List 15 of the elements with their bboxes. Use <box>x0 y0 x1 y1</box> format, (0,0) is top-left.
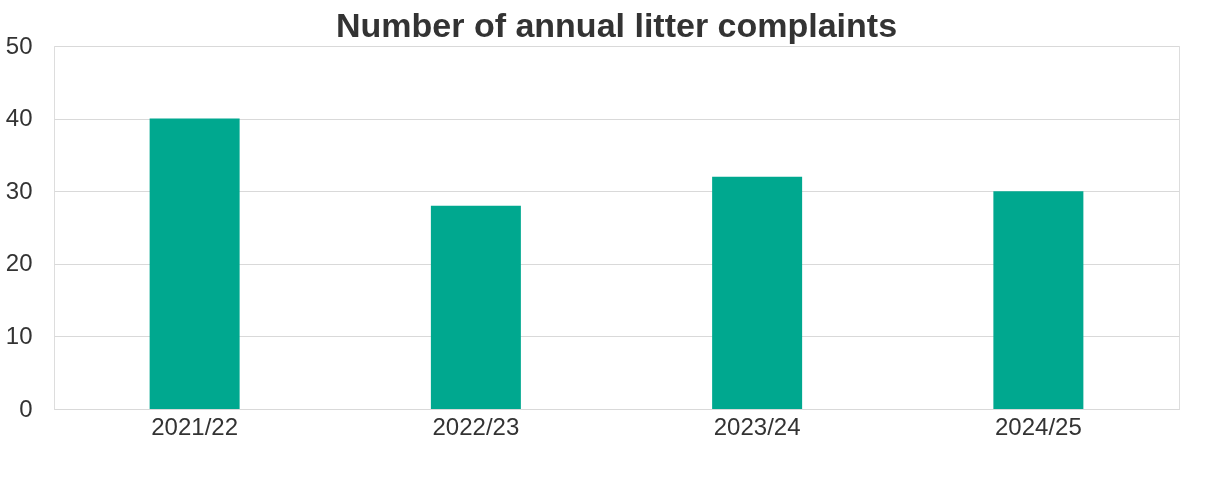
bar <box>149 118 240 409</box>
x-tick-label: 2024/25 <box>994 412 1082 440</box>
x-tick-label: 2022/23 <box>432 412 520 440</box>
y-tick-label: 40 <box>5 104 33 132</box>
bar <box>993 191 1084 409</box>
y-tick-label: 50 <box>5 31 33 59</box>
chart-title: Number of annual litter complaints <box>335 6 898 44</box>
bar <box>430 205 521 409</box>
y-tick-label: 0 <box>19 394 33 422</box>
x-tick-label: 2021/22 <box>151 412 239 440</box>
y-tick-label: 30 <box>5 176 33 204</box>
y-tick-label: 20 <box>5 249 33 277</box>
x-tick-label: 2023/24 <box>713 412 801 440</box>
y-tick-label: 10 <box>5 321 33 349</box>
bar <box>712 176 803 409</box>
